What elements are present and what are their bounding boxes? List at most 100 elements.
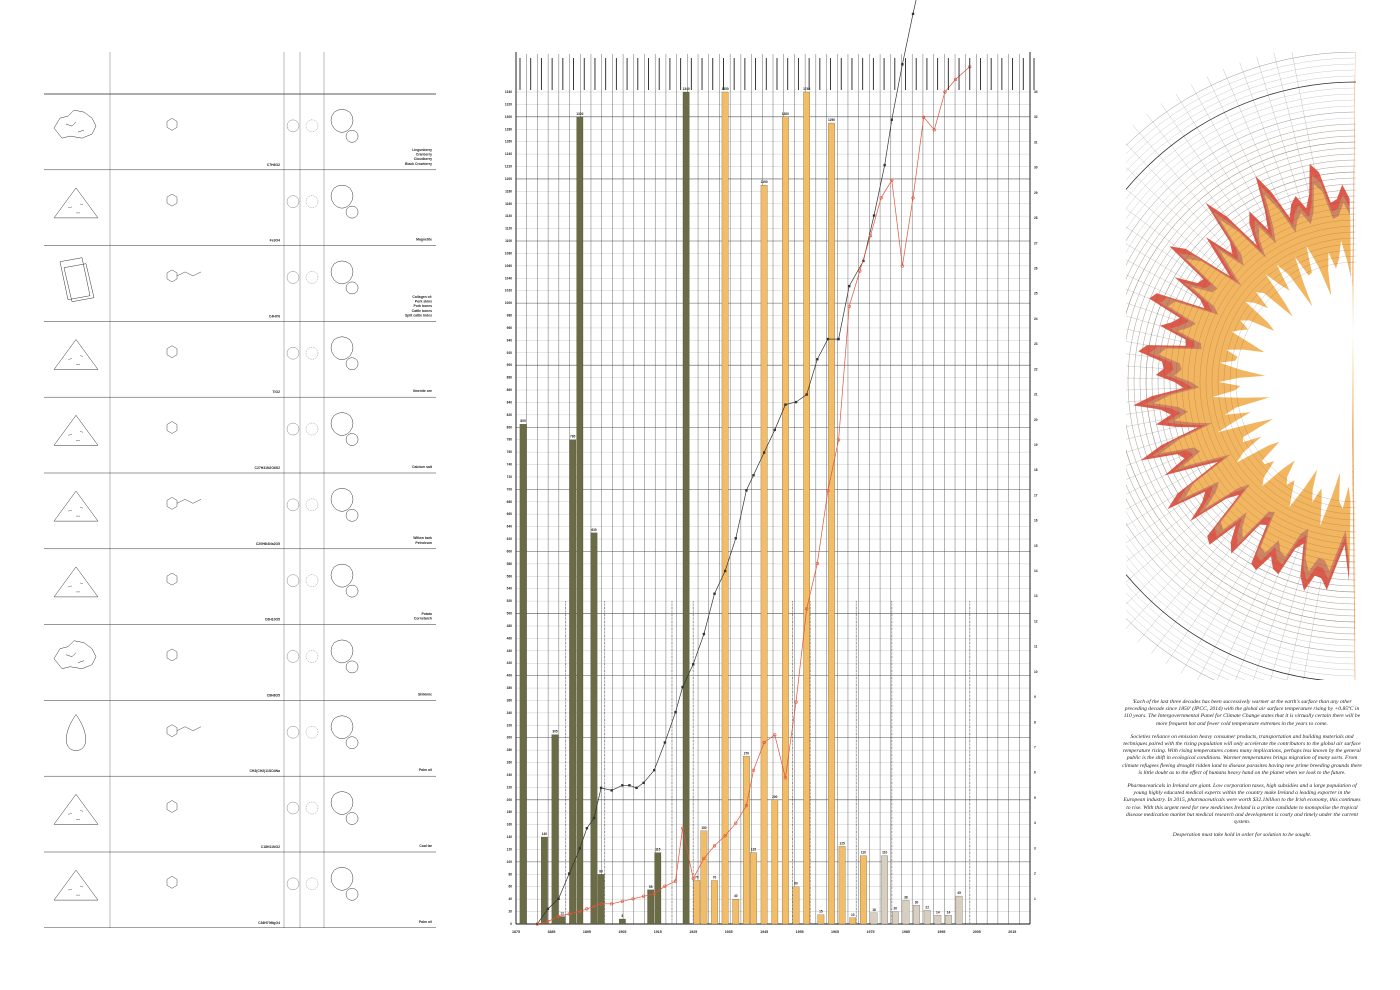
- bar: [760, 185, 768, 925]
- y-tick-left: 680: [507, 500, 513, 504]
- black-trend-line-point: [702, 632, 706, 636]
- table-row: C18H11NO2 Coal tar: [44, 791, 436, 853]
- temperature-chart: 0 20 40 60 80 100 120 140 160 180 200 220 240 260 280 3…: [478, 0, 1078, 960]
- y-tick-right: 10: [1034, 670, 1038, 674]
- radial-ring-overlay: [1181, 207, 1356, 557]
- y-tick-left: 420: [507, 661, 513, 665]
- red-trend-line-point: [702, 856, 706, 861]
- source-label: Calcium salt: [412, 465, 433, 469]
- source-label: Palm oil: [419, 920, 432, 924]
- radial-ring-overlay: [1193, 219, 1356, 545]
- black-trend-line-point: [635, 786, 638, 790]
- source-label: Cloudberry: [414, 157, 432, 161]
- black-trend-line-point: [762, 451, 766, 454]
- source-label: Cornstarch: [414, 617, 432, 621]
- radial-ring-overlay: [1133, 159, 1356, 605]
- bar-value-label: 1740: [803, 87, 810, 91]
- y-tick-left: 1100: [505, 239, 512, 243]
- y-tick-left: 400: [507, 674, 513, 678]
- black-trend-line-point: [901, 63, 904, 66]
- black-trend-line-point: [784, 403, 787, 406]
- black-trend-line-point: [794, 400, 798, 404]
- y-tick-left: 1200: [505, 177, 512, 181]
- gelatin-sheet-sketch: [59, 257, 95, 302]
- bar-value-label: 70: [695, 876, 699, 880]
- molecule-ring: [166, 572, 178, 586]
- red-trend-line-point: [663, 884, 667, 888]
- black-trend-line-point: [599, 786, 603, 790]
- y-tick-left: 380: [507, 686, 513, 690]
- bar: [945, 915, 952, 925]
- red-trend-line-point: [836, 438, 841, 442]
- source-label: Pork skins: [415, 300, 432, 304]
- black-trend-line-point: [752, 474, 755, 477]
- black-trend-line-point: [911, 12, 915, 16]
- y-tick-left: 1240: [505, 152, 512, 156]
- x-tick: 2015: [1008, 930, 1016, 934]
- powder-speck: [67, 203, 84, 214]
- y-tick-right: 7: [1034, 746, 1036, 750]
- red-trend-line-point: [599, 902, 603, 906]
- powder-pile-sketch: [53, 490, 99, 522]
- measure-circle: [286, 195, 300, 208]
- source-sketch: [330, 639, 359, 674]
- bar-value-label: 80: [599, 869, 603, 873]
- red-trend-line-point: [744, 803, 749, 808]
- bar-value-label: 70: [713, 876, 717, 880]
- bar: [732, 899, 740, 925]
- x-tick: 1985: [902, 930, 910, 934]
- red-trend-line-point: [868, 234, 873, 238]
- red-trend-line-point: [773, 733, 777, 737]
- bar-value-label: 1290: [828, 118, 835, 122]
- red-trend-line-point: [794, 700, 798, 704]
- y-tick-right: 2: [1034, 872, 1036, 876]
- molecule-ring: [166, 193, 178, 207]
- bar-value-label: 805: [520, 419, 526, 423]
- bar: [860, 855, 867, 925]
- source-sketch: [330, 715, 359, 749]
- y-tick-left: 160: [507, 823, 513, 827]
- red-trend-line-point: [652, 892, 656, 896]
- bar: [881, 855, 888, 925]
- molecule-ring: [166, 497, 178, 510]
- molecule-chain: [176, 726, 202, 731]
- molecule-ring: [166, 118, 178, 131]
- radial-ring-overlay: [1217, 243, 1356, 521]
- y-tick-left: 340: [507, 711, 513, 715]
- y-tick-right: 6: [1034, 771, 1036, 775]
- black-trend-line-point: [862, 259, 865, 263]
- radial-climate-graphic: [1126, 52, 1356, 680]
- source-label: Lingonberry: [412, 148, 432, 152]
- black-trend-line-point: [578, 847, 582, 850]
- y-tick-left: 1040: [505, 276, 512, 280]
- table-row: C8H8O5 Shikimic: [44, 639, 436, 701]
- y-tick-left: 520: [507, 599, 513, 603]
- y-tick-left: 120: [507, 847, 513, 851]
- red-trend-line-point: [681, 826, 685, 830]
- bar-value-label: 14: [936, 910, 940, 914]
- black-trend-line-point: [848, 284, 851, 288]
- black-trend-line-point: [621, 784, 624, 787]
- bar: [682, 91, 690, 925]
- bar-value-label: 38: [904, 895, 908, 899]
- bar: [597, 874, 605, 925]
- y-tick-left: 440: [507, 649, 513, 653]
- x-tick: 2005: [973, 930, 981, 934]
- measure-circle: [305, 422, 319, 436]
- radial-ring-overlay: [1151, 177, 1356, 587]
- y-tick-left: 1300: [505, 115, 512, 119]
- bar-value-label: 1340: [683, 87, 690, 91]
- y-tick-right: 4: [1034, 821, 1036, 825]
- chart-svg: 0204060801001201401601802002202402602803…: [505, 0, 1038, 934]
- y-tick-right: 5: [1034, 796, 1036, 800]
- red-trend-line-point: [751, 768, 756, 772]
- black-trend-line: [537, 0, 917, 925]
- red-trend-line-point: [783, 776, 788, 780]
- radial-ring-overlay: [1127, 153, 1356, 611]
- powder-pile-sketch: [53, 187, 99, 219]
- black-trend-line-point: [653, 769, 656, 772]
- table-row: TiO2 Ilmenite ore: [44, 336, 436, 398]
- y-tick-left: 980: [507, 314, 513, 318]
- red-trend-line-point: [815, 561, 819, 566]
- y-tick-left: 1060: [505, 264, 512, 268]
